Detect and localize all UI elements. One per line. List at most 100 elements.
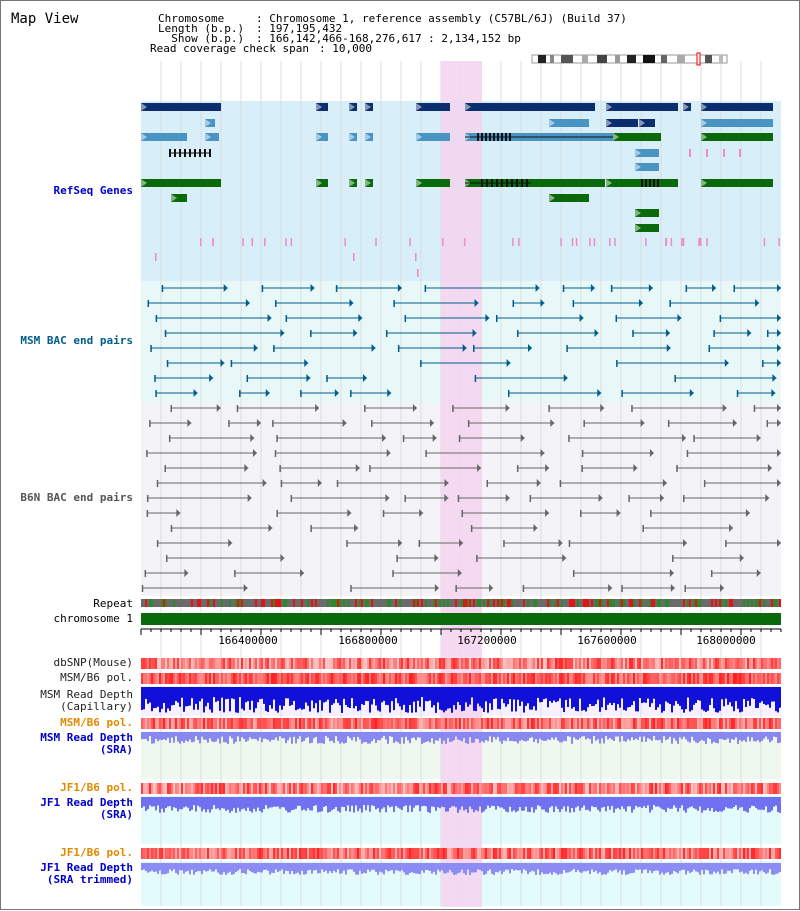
depth-bar bbox=[761, 797, 763, 810]
depth-bar bbox=[775, 687, 777, 712]
depth-bar bbox=[697, 797, 699, 811]
depth-bar bbox=[507, 732, 509, 738]
repeat-element bbox=[583, 599, 585, 607]
heat-cell bbox=[363, 848, 365, 859]
heat-cell bbox=[181, 783, 183, 794]
heat-cell bbox=[485, 658, 487, 669]
depth-bar bbox=[205, 687, 207, 707]
heat-cell bbox=[551, 673, 553, 684]
depth-bar bbox=[261, 863, 263, 873]
b6n-bac-track[interactable] bbox=[141, 404, 781, 592]
msm-bac-end bbox=[358, 314, 363, 322]
track-label-b6n-bac[interactable]: B6N BAC end pairs bbox=[20, 491, 133, 504]
heat-cell bbox=[653, 718, 655, 729]
heat-cell bbox=[533, 658, 535, 669]
depth-bar bbox=[397, 732, 399, 743]
heat-cell bbox=[581, 673, 583, 684]
depth-bar bbox=[223, 863, 225, 873]
heat-cell bbox=[503, 848, 505, 859]
depth-bar bbox=[549, 687, 551, 702]
depth-bar bbox=[597, 797, 599, 810]
heat-cell bbox=[403, 658, 405, 669]
polymorphism-heatmaps[interactable] bbox=[141, 658, 781, 859]
depth-bar bbox=[331, 687, 333, 705]
heat-cell bbox=[535, 848, 537, 859]
heat-cell bbox=[653, 673, 655, 684]
msm-bac-end bbox=[506, 359, 511, 367]
heat-cell bbox=[199, 718, 201, 729]
depth-bar bbox=[725, 687, 727, 699]
repeat-element bbox=[631, 599, 633, 607]
heat-cell bbox=[375, 783, 377, 794]
msm-bac-end bbox=[473, 345, 475, 352]
heat-cell bbox=[589, 848, 591, 859]
heat-cell bbox=[431, 783, 433, 794]
b6n-bac-end bbox=[434, 584, 439, 592]
msm-bac-end bbox=[349, 299, 354, 307]
depth-bar bbox=[233, 863, 235, 874]
heat-cell bbox=[287, 848, 289, 859]
depth-bar bbox=[671, 797, 673, 809]
heat-cell bbox=[469, 783, 471, 794]
depth-bar bbox=[175, 797, 177, 809]
depth-bar bbox=[201, 797, 203, 812]
heat-cell bbox=[269, 783, 271, 794]
heat-cell bbox=[341, 718, 343, 729]
read-depth-tracks[interactable] bbox=[141, 687, 781, 875]
depth-bar bbox=[465, 687, 467, 703]
msm-bac-track[interactable] bbox=[147, 284, 781, 397]
b6n-bac-end bbox=[703, 480, 706, 487]
depth-bar bbox=[391, 797, 393, 807]
heat-cell bbox=[147, 848, 149, 859]
depth-bar bbox=[743, 863, 745, 874]
depth-bar bbox=[547, 797, 549, 813]
depth-bar bbox=[775, 863, 777, 874]
heat-cell bbox=[275, 718, 277, 729]
depth-bar bbox=[219, 863, 221, 875]
heat-cell bbox=[635, 848, 637, 859]
heat-cell bbox=[581, 783, 583, 794]
heat-cell bbox=[227, 718, 229, 729]
repeat-track[interactable] bbox=[141, 599, 781, 607]
chromosome-bar[interactable] bbox=[141, 613, 781, 625]
heat-cell bbox=[319, 673, 321, 684]
depth-bar bbox=[587, 687, 589, 708]
gene-strand bbox=[141, 133, 147, 141]
heat-cell bbox=[145, 658, 147, 669]
heat-cell bbox=[425, 783, 427, 794]
heat-cell bbox=[633, 848, 635, 859]
heat-cell bbox=[769, 718, 771, 729]
heat-cell bbox=[293, 848, 295, 859]
snp-mark bbox=[415, 253, 417, 261]
heat-cell bbox=[719, 673, 721, 684]
heat-cell bbox=[735, 658, 737, 669]
depth-bar bbox=[407, 797, 409, 813]
heat-cell bbox=[649, 848, 651, 859]
track-label-refseq[interactable]: RefSeq Genes bbox=[53, 184, 133, 197]
depth-bar bbox=[267, 797, 269, 809]
heat-cell bbox=[771, 718, 773, 729]
heat-cell bbox=[601, 783, 603, 794]
repeat-element bbox=[731, 599, 733, 607]
track-label-msm-bac[interactable]: MSM BAC end pairs bbox=[20, 334, 133, 347]
heat-cell bbox=[695, 718, 697, 729]
heat-cell bbox=[289, 848, 291, 859]
heat-cell bbox=[701, 718, 703, 729]
heat-cell bbox=[297, 718, 299, 729]
heat-cell bbox=[489, 673, 491, 684]
heat-cell bbox=[571, 658, 573, 669]
heat-cell bbox=[665, 673, 667, 684]
heat-cell bbox=[775, 848, 777, 859]
depth-bar bbox=[361, 732, 363, 744]
depth-bar bbox=[761, 863, 763, 871]
depth-bar bbox=[333, 863, 335, 871]
heat-cell bbox=[413, 673, 415, 684]
heat-cell bbox=[183, 783, 185, 794]
heat-cell bbox=[587, 718, 589, 729]
chromosome-ideogram[interactable] bbox=[531, 52, 728, 66]
heat-cell bbox=[411, 673, 413, 684]
heat-cell bbox=[505, 783, 507, 794]
depth-bar bbox=[449, 687, 451, 709]
track-label-jf1-b6-pol-2: JF1/B6 pol. bbox=[60, 846, 133, 859]
refseq-genes-track[interactable] bbox=[141, 103, 780, 277]
